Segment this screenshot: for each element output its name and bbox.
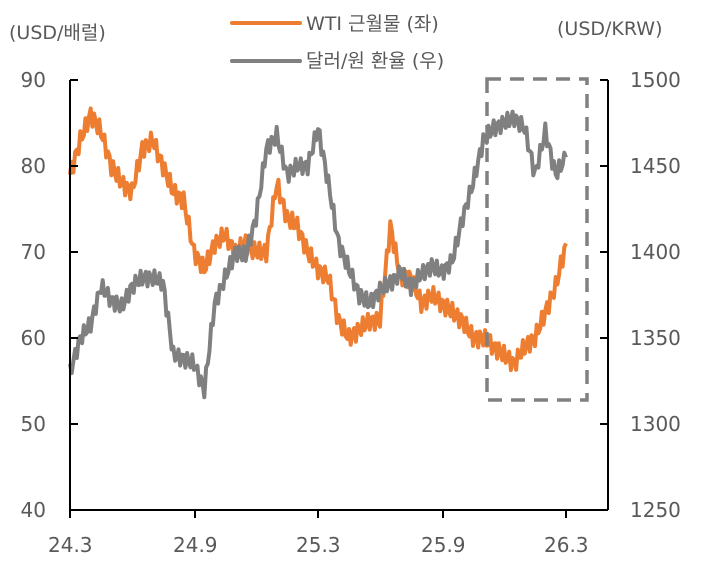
highlight-box (485, 77, 589, 402)
wti-line (68, 106, 568, 373)
right-tick-label: 1400 (630, 240, 681, 264)
x-tick-label: 24.3 (48, 533, 93, 557)
left-tick-label: 40 (20, 498, 46, 522)
right-tick-label: 1300 (630, 412, 681, 436)
right-tick-label: 1250 (630, 498, 681, 522)
left-axis-unit: (USD/배럴) (9, 22, 106, 44)
legend-swatches (230, 21, 302, 63)
legend-fx: 달러/원 환율 (우) (306, 50, 445, 72)
x-tick-label: 25.9 (421, 533, 466, 557)
left-tick-label: 60 (20, 326, 46, 350)
x-tick-label: 26.3 (544, 533, 589, 557)
fx-line (68, 109, 568, 400)
legend-wti: WTI 근월물 (좌) (306, 13, 439, 35)
left-tick-label: 70 (20, 240, 46, 264)
right-tick-label: 1450 (630, 154, 681, 178)
x-tick-label: 24.9 (173, 533, 218, 557)
left-tick-label: 50 (20, 412, 46, 436)
right-axis-unit: (USD/KRW) (557, 18, 663, 40)
right-tick-label: 1350 (630, 326, 681, 350)
x-tick-label: 25.3 (296, 533, 341, 557)
left-tick-label: 90 (20, 68, 46, 92)
right-tick-label: 1500 (630, 68, 681, 92)
left-tick-label: 80 (20, 154, 46, 178)
